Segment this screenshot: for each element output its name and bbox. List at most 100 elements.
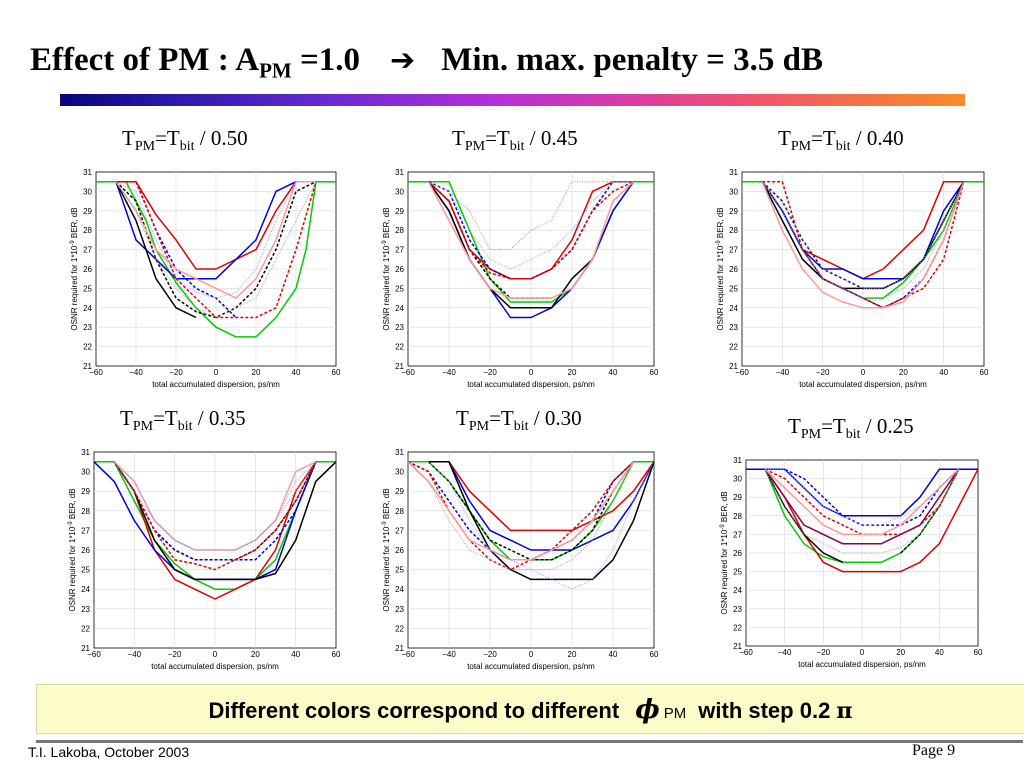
series-line-8	[764, 468, 960, 545]
y-tick-label: 25	[733, 568, 742, 577]
y-axis-label: OSNR required for 1*10-9 BER, dB	[382, 207, 391, 330]
y-tick-label: 21	[83, 362, 92, 371]
series-line-4	[427, 181, 594, 309]
series-line-8	[115, 180, 316, 299]
y-tick-label: 22	[83, 343, 92, 352]
y-tick-label: 28	[733, 512, 742, 521]
y-tick-label: 30	[395, 468, 404, 477]
y-axis-label: OSNR required for 1*10-9 BER, dB	[716, 207, 725, 330]
series-line-3	[115, 180, 316, 280]
series-line-8	[407, 461, 635, 561]
y-axis-label: OSNR required for 1*10-9 BER, dB	[382, 488, 391, 611]
series-line-10	[764, 469, 960, 554]
series-line-9	[115, 181, 317, 318]
y-tick-label: 22	[395, 624, 404, 633]
panel-title-6: TPM=Tbit / 0.25	[788, 414, 914, 443]
y-tick-label: 31	[729, 168, 738, 177]
y-tick-label: 24	[83, 304, 92, 313]
y-tick-label: 26	[81, 546, 90, 555]
footer-author: T.I. Lakoba, October 2003	[28, 744, 190, 760]
x-axis-label: total accumulated dispersion, ps/nm	[151, 662, 279, 671]
y-tick-label: 22	[733, 623, 742, 632]
x-tick-label: 40	[935, 648, 944, 657]
y-tick-label: 27	[729, 246, 738, 255]
series-line-7	[764, 468, 960, 536]
series-line-8	[427, 181, 635, 299]
note-box: Different colors correspond to different…	[36, 684, 1024, 734]
x-tick-label: −40	[442, 650, 456, 659]
y-tick-label: 29	[81, 487, 90, 496]
x-tick-label: −20	[816, 368, 830, 377]
x-tick-label: −60	[735, 368, 749, 377]
chart-panel-3: −60 −40 −20 0 20 40 60 21 22 23 24 25 26 27 28 29 30 31 to…	[716, 168, 989, 389]
y-tick-label: 30	[83, 187, 92, 196]
y-tick-label: 30	[729, 187, 738, 196]
y-tick-label: 29	[83, 207, 92, 216]
x-tick-label: 40	[609, 368, 618, 377]
y-tick-label: 23	[733, 605, 742, 614]
y-tick-label: 30	[81, 468, 90, 477]
series-line-7	[762, 180, 965, 309]
x-tick-label: −20	[483, 368, 497, 377]
x-tick-label: 0	[213, 650, 218, 659]
y-tick-label: 26	[395, 546, 404, 555]
x-axis-label: total accumulated dispersion, ps/nm	[799, 380, 927, 389]
y-tick-label: 24	[395, 585, 404, 594]
series-line-10	[428, 461, 655, 590]
y-tick-label: 23	[81, 605, 90, 614]
chart-panel-5: −60 −40 −20 0 20 40 60 21 22 23 24 25 26 27 28 29 30 31 to…	[382, 448, 659, 671]
y-tick-label: 23	[729, 323, 738, 332]
y-tick-label: 31	[81, 448, 90, 457]
x-tick-label: 60	[650, 650, 659, 659]
note-text: Different colors correspond to different…	[208, 695, 853, 725]
footer-divider	[36, 740, 1023, 743]
x-tick-label: 40	[292, 368, 301, 377]
series-line-2	[116, 180, 316, 270]
series-line-8	[761, 181, 965, 309]
y-tick-label: 23	[83, 323, 92, 332]
x-tick-label: −40	[778, 648, 792, 657]
y-axis-label: OSNR required for 1*10-9 BER, dB	[720, 491, 729, 614]
y-tick-label: 28	[729, 226, 738, 235]
y-tick-label: 21	[395, 362, 404, 371]
panel-title-5: TPM=Tbit / 0.30	[456, 406, 582, 435]
series-line-10	[115, 181, 316, 299]
y-tick-label: 29	[395, 207, 404, 216]
x-tick-label: 20	[899, 368, 908, 377]
x-tick-label: −40	[129, 368, 143, 377]
x-tick-label: 0	[529, 368, 534, 377]
slide-title: Effect of PM : APM =1.0 ➔ Min. max. penalt…	[30, 42, 824, 83]
x-tick-label: 0	[861, 368, 866, 377]
x-tick-label: 60	[974, 648, 983, 657]
y-tick-label: 31	[733, 456, 742, 465]
x-tick-label: −60	[401, 650, 415, 659]
x-tick-label: 20	[252, 368, 261, 377]
y-tick-label: 24	[729, 304, 738, 313]
x-tick-label: 0	[529, 650, 534, 659]
y-tick-label: 28	[395, 507, 404, 516]
y-tick-label: 28	[81, 507, 90, 516]
series-line-2	[427, 180, 634, 280]
y-tick-label: 24	[81, 585, 90, 594]
x-tick-label: −20	[483, 650, 497, 659]
x-tick-label: 20	[568, 368, 577, 377]
y-tick-label: 27	[395, 526, 404, 535]
x-tick-label: −40	[776, 368, 790, 377]
y-tick-label: 29	[729, 207, 738, 216]
y-axis-label: OSNR required for 1*10-9 BER, dB	[68, 488, 77, 611]
y-tick-label: 25	[395, 284, 404, 293]
x-tick-label: −40	[128, 650, 142, 659]
y-tick-label: 21	[395, 644, 404, 653]
x-tick-label: 60	[650, 368, 659, 377]
y-tick-label: 25	[395, 566, 404, 575]
y-tick-label: 28	[83, 226, 92, 235]
series-line-4	[428, 461, 655, 581]
x-axis-label: total accumulated dispersion, ps/nm	[798, 660, 926, 669]
y-tick-label: 31	[395, 168, 404, 177]
y-tick-label: 21	[729, 362, 738, 371]
x-tick-label: 60	[980, 368, 989, 377]
y-tick-label: 28	[395, 226, 404, 235]
y-tick-label: 25	[81, 566, 90, 575]
series-line-3	[761, 181, 965, 280]
series-line-7	[427, 181, 634, 280]
